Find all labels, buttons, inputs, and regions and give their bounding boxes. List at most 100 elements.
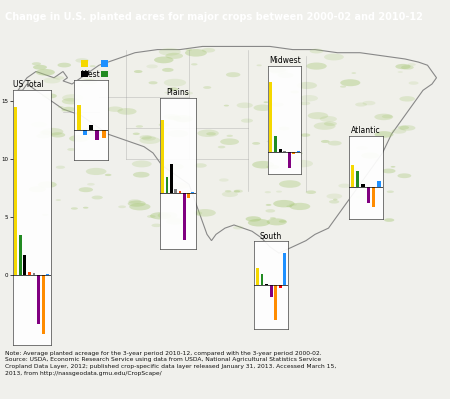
Ellipse shape [296,152,303,154]
Ellipse shape [61,110,66,112]
Ellipse shape [71,207,78,210]
Ellipse shape [266,209,275,213]
Bar [83,130,87,135]
Ellipse shape [54,76,64,80]
Ellipse shape [133,132,140,135]
Ellipse shape [162,68,174,72]
Ellipse shape [408,63,416,66]
Ellipse shape [374,131,393,138]
Ellipse shape [194,209,216,217]
Bar [256,268,259,285]
Bar [81,60,88,67]
Ellipse shape [147,215,156,218]
Ellipse shape [185,49,192,51]
Ellipse shape [67,148,76,151]
Bar [102,130,106,138]
Ellipse shape [79,187,93,192]
Ellipse shape [164,92,169,93]
Ellipse shape [128,200,141,204]
Bar [28,272,31,275]
Ellipse shape [185,49,207,57]
Ellipse shape [340,79,360,86]
Ellipse shape [198,130,219,137]
Bar [179,191,181,193]
Title: Atlantic: Atlantic [351,126,380,135]
Ellipse shape [292,160,313,167]
Ellipse shape [40,130,52,135]
Ellipse shape [321,140,329,143]
Ellipse shape [265,191,271,193]
Ellipse shape [150,212,171,219]
Bar [183,193,185,240]
Ellipse shape [398,71,403,73]
Ellipse shape [356,196,364,198]
Ellipse shape [32,62,41,65]
Ellipse shape [219,178,229,182]
Ellipse shape [396,64,411,69]
Bar [101,71,108,77]
Ellipse shape [133,172,149,178]
Bar [372,187,375,207]
Ellipse shape [206,132,216,136]
Bar [297,151,300,152]
Ellipse shape [41,128,63,136]
Ellipse shape [267,140,272,142]
Bar [170,164,173,193]
Ellipse shape [397,126,409,130]
Ellipse shape [256,64,262,66]
Title: West: West [82,70,100,79]
Ellipse shape [142,136,156,140]
Ellipse shape [42,93,57,99]
Ellipse shape [170,182,189,189]
Ellipse shape [384,218,394,222]
Ellipse shape [129,203,150,210]
Ellipse shape [324,121,337,126]
Ellipse shape [310,49,324,53]
Bar [23,255,27,275]
Ellipse shape [401,65,414,69]
Ellipse shape [165,163,184,170]
Ellipse shape [62,98,80,105]
Ellipse shape [222,192,238,197]
Ellipse shape [75,84,83,87]
Ellipse shape [356,146,368,150]
Ellipse shape [134,70,143,73]
Ellipse shape [56,199,61,201]
Ellipse shape [246,216,261,222]
Ellipse shape [164,79,186,87]
Ellipse shape [382,168,396,173]
Ellipse shape [279,126,289,130]
Ellipse shape [87,183,95,186]
Bar [162,120,164,193]
Bar [261,274,264,285]
Bar [81,71,88,77]
Ellipse shape [225,190,231,192]
Ellipse shape [81,79,97,85]
Ellipse shape [224,105,229,107]
Ellipse shape [132,160,152,167]
Ellipse shape [136,125,143,128]
Ellipse shape [166,218,184,225]
Ellipse shape [38,181,57,188]
Title: South: South [260,231,282,241]
Ellipse shape [36,134,50,138]
Bar [76,105,81,130]
Ellipse shape [300,133,310,137]
Ellipse shape [299,101,310,105]
Ellipse shape [400,96,415,102]
Ellipse shape [306,63,327,70]
Ellipse shape [158,212,178,219]
Bar [37,275,40,324]
Bar [270,285,273,297]
Ellipse shape [167,217,182,222]
Ellipse shape [188,194,195,196]
Ellipse shape [62,107,76,112]
Ellipse shape [276,191,282,193]
Ellipse shape [76,58,89,63]
Bar [95,130,99,140]
Ellipse shape [350,187,357,190]
Ellipse shape [117,108,136,115]
Ellipse shape [409,81,419,85]
Ellipse shape [50,132,65,138]
Ellipse shape [176,117,192,122]
